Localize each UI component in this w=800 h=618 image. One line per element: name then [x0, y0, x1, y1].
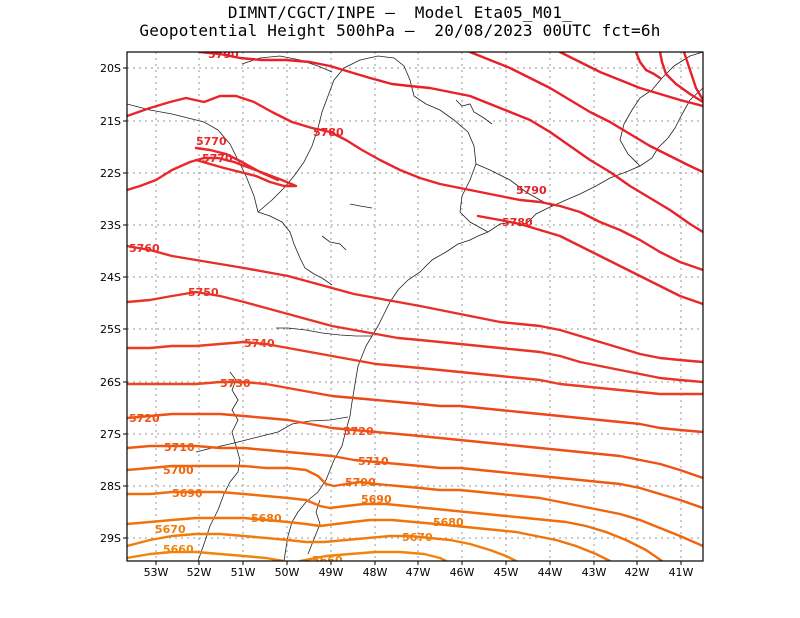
lon-label-46w: 46W — [450, 566, 475, 579]
contour-5690 — [127, 490, 664, 561]
contour-label: 5700 — [345, 476, 376, 489]
contour-label: 5740 — [244, 337, 275, 350]
state-border-sc-rs — [195, 416, 349, 453]
longitude-labels: 53W 52W 51W 50W 49W 48W 47W 46W 45W 44W … — [144, 566, 694, 579]
contour-5710 — [127, 444, 703, 510]
contour-label: 5750 — [188, 286, 219, 299]
contour-5750 — [127, 290, 703, 384]
contour-5680 — [127, 516, 612, 561]
contour-label: 5690 — [172, 487, 203, 500]
state-border-mg-sp — [257, 55, 489, 233]
contour-label: 5690 — [361, 493, 392, 506]
contour-label: 5670 — [402, 531, 433, 544]
contour-5790-right-edge — [682, 52, 703, 102]
contour-5760 — [127, 244, 703, 364]
contour-label: 5710 — [358, 455, 389, 468]
contour-label: 5660 — [163, 543, 194, 556]
lat-label-24s: 24S — [100, 271, 121, 284]
contour-label: 5720 — [129, 412, 160, 425]
lat-label-26s: 26S — [100, 376, 121, 389]
contour-label: 5670 — [155, 523, 186, 536]
contour-5790-far-ne — [658, 52, 703, 104]
latitude-labels: 20S 21S 22S 23S 24S 25S 26S 27S 28S 29S — [100, 62, 121, 545]
contour-label: 5680 — [433, 516, 464, 529]
plot-frame — [126, 51, 704, 562]
longitude-axis — [155, 561, 682, 565]
lon-label-52w: 52W — [187, 566, 212, 579]
lon-label-47w: 47W — [406, 566, 431, 579]
state-border-ms — [127, 103, 219, 131]
lat-label-23s: 23S — [100, 219, 121, 232]
reservoir — [321, 235, 347, 251]
contour-5660 — [127, 550, 286, 561]
lat-label-29s: 29S — [100, 532, 121, 545]
lon-label-44w: 44W — [538, 566, 563, 579]
contour-label: 5780 — [502, 216, 533, 229]
contour-5770-inner — [194, 146, 280, 182]
lat-label-28s: 28S — [100, 480, 121, 493]
contour-label: 5700 — [163, 464, 194, 477]
contour-label: 5730 — [220, 377, 251, 390]
contour-labels: 5790 5790 5780 5780 5770 5770 5760 5750 … — [129, 48, 547, 567]
contour-5700 — [127, 464, 703, 548]
contour-5790-corner — [634, 52, 662, 80]
title-line-1: DIMNT/CGCT/INPE – Model Eta05_M01_ — [227, 3, 573, 22]
coastline — [283, 87, 703, 561]
contour-5780-east — [476, 214, 703, 306]
lon-label-42w: 42W — [625, 566, 650, 579]
lon-label-53w: 53W — [144, 566, 169, 579]
contour-5790-top — [198, 52, 703, 234]
contour-5790-east — [468, 52, 703, 174]
lon-label-50w: 50W — [275, 566, 300, 579]
lon-label-41w: 41W — [669, 566, 694, 579]
small-reservoir — [349, 203, 373, 209]
latitude-axis — [123, 67, 127, 539]
contour-label: 5760 — [129, 242, 160, 255]
contour-5790-ne — [558, 52, 703, 108]
contour-label: 5790 — [208, 48, 239, 61]
contour-label: 5790 — [516, 184, 547, 197]
lon-label-45w: 45W — [494, 566, 519, 579]
contour-label: 5780 — [313, 126, 344, 139]
contour-label: 5660 — [312, 554, 343, 567]
state-border-es-mg — [619, 52, 703, 167]
contour-5720 — [127, 412, 703, 480]
contour-5730 — [127, 380, 703, 434]
contour-5670 — [127, 532, 518, 561]
lon-label-48w: 48W — [363, 566, 388, 579]
contour-5660-east — [298, 550, 448, 561]
lon-label-43w: 43W — [582, 566, 607, 579]
lat-label-22s: 22S — [100, 167, 121, 180]
state-border-sp-pr — [257, 211, 333, 286]
map-title: DIMNT/CGCT/INPE – Model Eta05_M01_ Geopo… — [0, 4, 800, 40]
contour-label: 5680 — [251, 512, 282, 525]
contour-label: 5770 — [202, 152, 233, 165]
state-border-pr-sc — [276, 327, 372, 337]
lat-label-27s: 27S — [100, 428, 121, 441]
lon-label-49w: 49W — [319, 566, 344, 579]
contour-label: 5770 — [196, 135, 227, 148]
title-line-2: Geopotential Height 500hPa – 20/08/2023 … — [139, 21, 661, 40]
lat-label-21s: 21S — [100, 115, 121, 128]
lat-label-20s: 20S — [100, 62, 121, 75]
lake-furnas — [455, 99, 493, 125]
lon-label-51w: 51W — [231, 566, 256, 579]
coastal-lagoon — [307, 499, 321, 555]
contour-label: 5710 — [164, 441, 195, 454]
lat-label-25s: 25S — [100, 323, 121, 336]
state-border-rj — [475, 163, 553, 207]
contour-5740 — [127, 340, 703, 396]
contour-5780 — [127, 94, 703, 272]
river-parana — [217, 129, 259, 213]
contour-label: 5720 — [343, 425, 374, 438]
geopotential-contours — [127, 52, 703, 561]
